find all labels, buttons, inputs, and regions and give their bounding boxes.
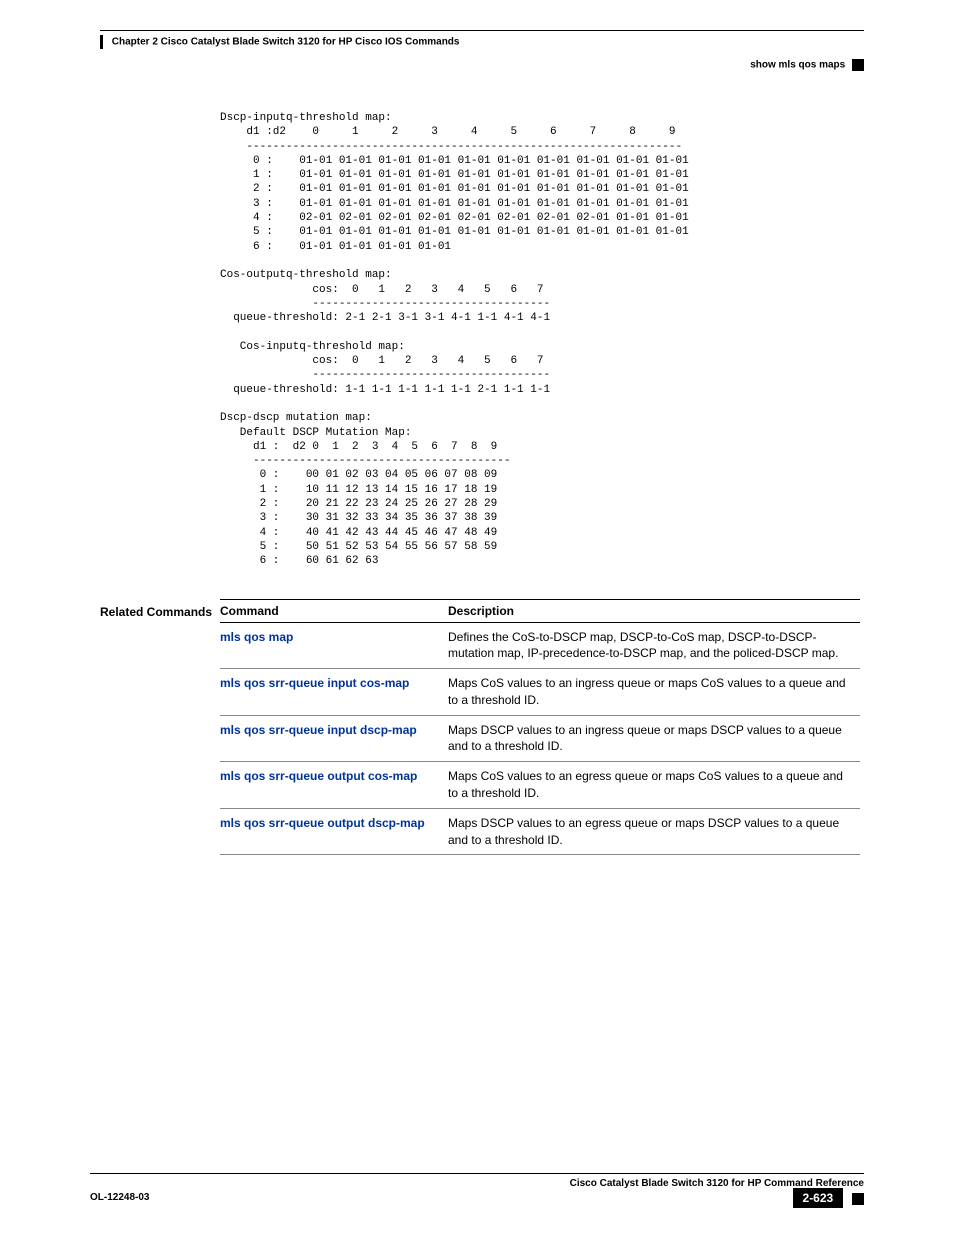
section-title: show mls qos maps <box>100 53 864 71</box>
command-description: Maps DSCP values to an ingress queue or … <box>448 715 860 762</box>
header-marker-icon <box>100 35 103 49</box>
command-link[interactable]: mls qos srr-queue output cos-map <box>220 762 448 809</box>
section-text: show mls qos maps <box>750 60 845 71</box>
command-description: Maps DSCP values to an egress queue or m… <box>448 808 860 855</box>
col-header-command: Command <box>220 599 448 622</box>
table-row: mls qos srr-queue input dscp-map Maps DS… <box>220 715 860 762</box>
header-rule <box>100 30 864 31</box>
related-commands-table: Command Description mls qos map Defines … <box>220 599 860 856</box>
command-link[interactable]: mls qos srr-queue input cos-map <box>220 669 448 716</box>
footer-row-2: OL-12248-03 2-623 <box>90 1191 864 1205</box>
command-link[interactable]: mls qos map <box>220 622 448 669</box>
page-container: Chapter 2 Cisco Catalyst Blade Switch 31… <box>0 0 954 1235</box>
related-commands-label: Related Commands <box>100 599 220 619</box>
footer-row-1: Cisco Catalyst Blade Switch 3120 for HP … <box>90 1178 864 1189</box>
table-header-row: Command Description <box>220 599 860 622</box>
table-row: mls qos srr-queue output dscp-map Maps D… <box>220 808 860 855</box>
command-description: Defines the CoS-to-DSCP map, DSCP-to-CoS… <box>448 622 860 669</box>
footer-marker-icon <box>852 1193 864 1205</box>
footer-doc-id: OL-12248-03 <box>90 1192 149 1203</box>
table-row: mls qos map Defines the CoS-to-DSCP map,… <box>220 622 860 669</box>
section-marker-icon <box>852 59 864 71</box>
command-link[interactable]: mls qos srr-queue input dscp-map <box>220 715 448 762</box>
related-commands-section: Related Commands Command Description mls… <box>100 599 864 856</box>
table-row: mls qos srr-queue output cos-map Maps Co… <box>220 762 860 809</box>
command-description: Maps CoS values to an egress queue or ma… <box>448 762 860 809</box>
page-footer: Cisco Catalyst Blade Switch 3120 for HP … <box>90 1173 864 1205</box>
col-header-description: Description <box>448 599 860 622</box>
page-number: 2-623 <box>793 1188 844 1208</box>
terminal-output: Dscp-inputq-threshold map: d1 :d2 0 1 2 … <box>220 111 864 569</box>
chapter-header: Chapter 2 Cisco Catalyst Blade Switch 31… <box>100 35 864 53</box>
command-link[interactable]: mls qos srr-queue output dscp-map <box>220 808 448 855</box>
footer-rule <box>90 1173 864 1174</box>
table-row: mls qos srr-queue input cos-map Maps CoS… <box>220 669 860 716</box>
command-description: Maps CoS values to an ingress queue or m… <box>448 669 860 716</box>
chapter-text: Chapter 2 Cisco Catalyst Blade Switch 31… <box>112 37 460 48</box>
footer-title: Cisco Catalyst Blade Switch 3120 for HP … <box>90 1178 864 1189</box>
